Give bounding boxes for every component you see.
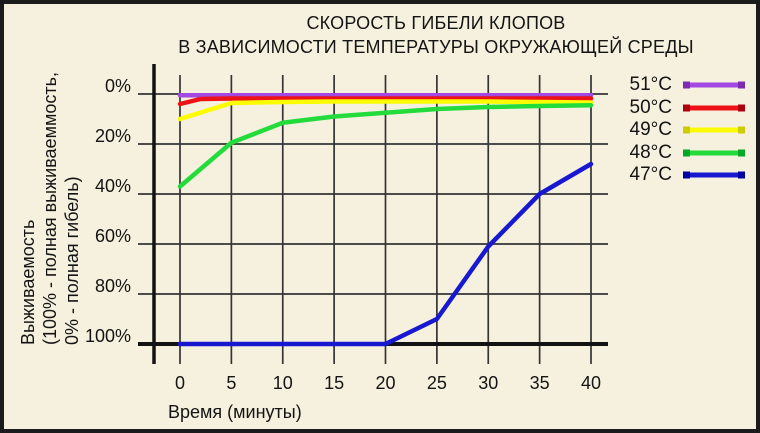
x-tick-label: 0 bbox=[175, 373, 185, 393]
legend-line-swatch bbox=[683, 81, 745, 89]
y-tick-label: 20% bbox=[95, 126, 131, 146]
legend-end-marker-right bbox=[738, 104, 745, 112]
legend-end-marker-right bbox=[738, 126, 745, 134]
legend-item: 50°C bbox=[620, 97, 745, 120]
x-tick-label: 35 bbox=[530, 373, 550, 393]
y-tick-label: 60% bbox=[95, 226, 131, 246]
y-axis-title-line1: Выживаемость bbox=[18, 219, 38, 345]
legend-end-marker-left bbox=[683, 171, 690, 179]
legend-label: 49°C bbox=[629, 119, 672, 141]
legend-end-marker-left bbox=[683, 149, 690, 157]
legend-item: 49°C bbox=[620, 119, 745, 142]
x-tick-label: 30 bbox=[478, 373, 498, 393]
legend-item: 48°C bbox=[620, 142, 745, 165]
x-tick-label: 10 bbox=[273, 373, 293, 393]
x-tick-label: 40 bbox=[581, 373, 601, 393]
legend-end-marker-left bbox=[683, 104, 690, 112]
series-line-48°C bbox=[177, 103, 594, 189]
legend-line-swatch bbox=[683, 104, 745, 112]
legend-item: 51°C bbox=[620, 74, 745, 97]
legend-label: 47°C bbox=[629, 164, 672, 186]
x-tick-label: 15 bbox=[324, 373, 344, 393]
legend-line-swatch bbox=[683, 149, 745, 157]
y-tick-label: 40% bbox=[95, 176, 131, 196]
x-axis-title: Время (минуты) bbox=[168, 402, 302, 422]
chart-title: СКОРОСТЬ ГИБЕЛИ КЛОПОВ В ЗАВИСИМОСТИ ТЕМ… bbox=[120, 11, 752, 59]
series-line-47°C bbox=[177, 161, 594, 347]
legend-end-marker-right bbox=[738, 149, 745, 157]
series-line-49°C bbox=[177, 99, 594, 122]
legend-item: 47°C bbox=[620, 164, 745, 187]
y-axis-title-line3: 0% - полная гибель) bbox=[62, 176, 82, 345]
legend-line-swatch bbox=[683, 171, 745, 179]
legend-end-marker-left bbox=[683, 81, 690, 89]
legend-end-marker-right bbox=[738, 81, 745, 89]
legend-label: 48°C bbox=[629, 141, 672, 163]
chart-title-line2: В ЗАВИСИМОСТИ ТЕМПЕРАТУРЫ ОКРУЖАЮЩЕЙ СРЕ… bbox=[178, 37, 694, 57]
legend-line-swatch bbox=[683, 126, 745, 134]
legend-end-marker-left bbox=[683, 126, 690, 134]
legend-label: 51°C bbox=[629, 74, 672, 96]
y-axis-title-line2: (100% - полная выживаеммость, bbox=[40, 72, 60, 345]
x-tick-label: 25 bbox=[427, 373, 447, 393]
y-tick-label: 80% bbox=[95, 276, 131, 296]
x-tick-label: 20 bbox=[375, 373, 395, 393]
x-tick-label: 5 bbox=[226, 373, 236, 393]
y-tick-label: 0% bbox=[105, 76, 131, 96]
chart-title-line1: СКОРОСТЬ ГИБЕЛИ КЛОПОВ bbox=[306, 13, 566, 33]
y-axis-title: Выживаемость (100% - полная выживаеммост… bbox=[17, 55, 83, 345]
legend: 51°C 50°C 49°C 48°C 47°C bbox=[620, 74, 745, 187]
legend-label: 50°C bbox=[629, 96, 672, 118]
legend-end-marker-right bbox=[738, 171, 745, 179]
y-tick-label: 100% bbox=[85, 326, 131, 346]
series-line-50°C bbox=[177, 96, 594, 107]
